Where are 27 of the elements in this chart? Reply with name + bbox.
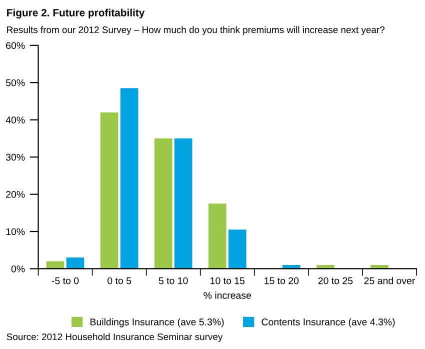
legend-label: Contents Insurance (ave 4.3%) [262, 318, 395, 328]
x-tick-label: 10 to 15 [210, 277, 245, 284]
legend-label: Buildings Insurance (ave 5.3%) [90, 318, 224, 328]
bar [174, 138, 192, 269]
y-tick-label: 20% [6, 191, 25, 198]
bar [208, 204, 226, 269]
bar [66, 258, 84, 269]
bar [120, 88, 138, 269]
x-axis-title: % increase [204, 292, 251, 299]
x-tick-label: 5 to 10 [158, 277, 188, 284]
bar [100, 112, 118, 269]
x-tick-label: 25 and over [364, 277, 415, 284]
y-tick-label: 10% [6, 228, 25, 236]
y-tick-label: 0% [11, 265, 25, 272]
source-note: Source: 2012 Household Insurance Seminar survey [6, 333, 223, 342]
y-tick-label: 30% [6, 154, 25, 161]
chart-subtitle: Results from our 2012 Survey – How much do you think premiums will increase next year? [7, 26, 384, 35]
bar [228, 230, 246, 269]
x-tick-label: 20 to 25 [318, 277, 353, 284]
x-tick-label: 15 to 20 [264, 277, 299, 284]
x-tick-label: -5 to 0 [52, 277, 79, 284]
y-tick-label: 40% [6, 116, 25, 124]
y-tick-label: 60% [6, 42, 25, 49]
x-tick-label: 0 to 5 [108, 277, 132, 284]
bar [154, 138, 172, 269]
chart-title: Figure 2. Future profitability [7, 8, 145, 18]
y-tick-label: 50% [6, 79, 25, 86]
